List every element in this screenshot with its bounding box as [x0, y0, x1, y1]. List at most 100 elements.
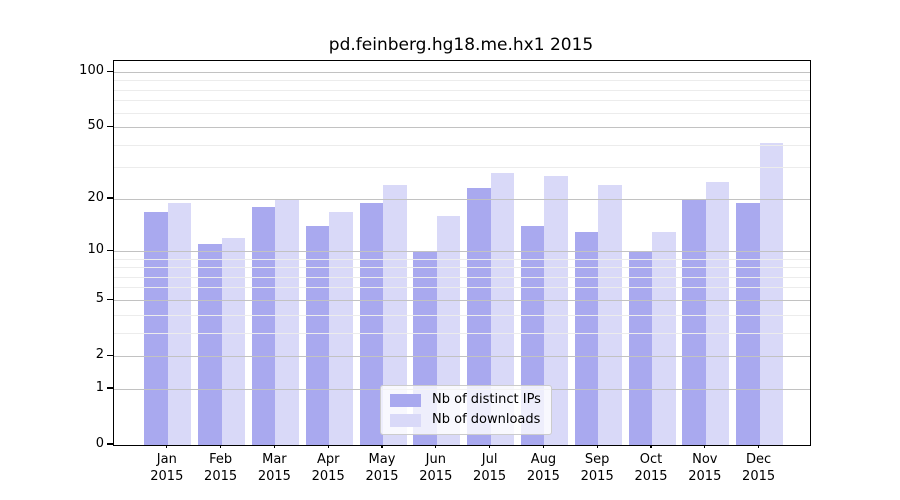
year-label: 2015: [150, 469, 184, 484]
x-axis-tick-label: Feb 2015: [189, 451, 253, 485]
y-axis-tick-label: 5: [95, 291, 104, 307]
x-axis-tick-mark: [650, 444, 652, 448]
bar-nb-of-distinct-ips: [574, 231, 599, 445]
month-label: Apr: [316, 452, 340, 467]
gridline-minor: [114, 287, 810, 289]
bar-nb-of-distinct-ips: [736, 203, 760, 445]
year-label: 2015: [257, 469, 291, 484]
month-label: Jan: [156, 452, 177, 467]
month-label: Dec: [746, 452, 772, 467]
x-axis-tick-mark: [381, 444, 383, 448]
month-label: Aug: [530, 452, 557, 467]
x-axis-tick-label: Sep 2015: [565, 451, 629, 485]
x-axis-tick-label: Dec 2015: [727, 451, 791, 485]
gridline-major: [114, 299, 810, 301]
y-axis-tick-mark: [107, 125, 113, 128]
legend-swatch-downloads: [390, 413, 421, 427]
month-label: May: [368, 452, 396, 467]
legend-row: Nb of downloads: [390, 412, 541, 428]
y-axis-tick-mark: [107, 249, 113, 251]
bar-nb-of-distinct-ips: [305, 226, 330, 445]
bar-nb-of-distinct-ips: [628, 251, 652, 445]
y-axis-tick-mark: [107, 354, 113, 356]
year-label: 2015: [688, 469, 722, 484]
gridline-minor: [114, 100, 810, 102]
month-label: Jul: [481, 452, 498, 467]
year-label: 2015: [473, 469, 507, 484]
x-axis-tick-mark: [435, 444, 437, 448]
y-axis-tick-label: 0: [95, 436, 104, 451]
legend-row: Nb of distinct IPs: [390, 392, 541, 408]
x-axis-tick-label: Apr 2015: [296, 451, 360, 485]
y-axis-tick-mark: [107, 70, 113, 72]
y-axis-tick-mark: [107, 298, 113, 300]
year-label: 2015: [311, 469, 345, 484]
y-axis-tick-mark: [107, 443, 113, 445]
gridline-minor: [114, 80, 810, 82]
gridline-major: [114, 126, 810, 128]
gridline-minor: [114, 276, 810, 278]
x-axis-tick-mark: [488, 444, 491, 448]
year-label: 2015: [526, 469, 560, 484]
bar-nb-of-distinct-ips: [682, 199, 706, 445]
gridline-minor: [114, 89, 810, 91]
legend-swatch-distinct-ips: [390, 393, 421, 407]
x-axis-tick-mark: [273, 444, 276, 448]
bar-nb-of-downloads: [490, 173, 515, 445]
x-axis-tick-mark: [704, 444, 706, 448]
x-axis-tick-mark: [327, 444, 329, 448]
y-axis-tick-label: 100: [79, 63, 104, 79]
y-axis-tick-label: 2: [95, 347, 104, 363]
bar-nb-of-downloads: [759, 143, 784, 445]
month-label: Nov: [692, 452, 718, 467]
legend-label: Nb of distinct IPs: [432, 392, 541, 407]
month-label: Feb: [209, 452, 233, 467]
legend: Nb of distinct IPs Nb of downloads: [380, 385, 552, 435]
bar-nb-of-downloads: [705, 181, 730, 445]
bar-nb-of-distinct-ips: [144, 211, 168, 445]
y-axis-tick-label: 10: [87, 242, 104, 258]
gridline-minor: [114, 267, 810, 269]
gridline-major: [114, 71, 810, 73]
x-axis-tick-label: Oct 2015: [619, 451, 683, 485]
x-axis-tick-label: Jan 2015: [135, 451, 199, 485]
gridline-major: [114, 355, 810, 357]
y-axis-tick-mark: [107, 197, 113, 199]
y-axis-tick-label: 20: [87, 190, 104, 206]
x-axis-tick-label: Aug 2015: [511, 451, 575, 485]
y-axis-tick-label: 50: [87, 118, 104, 134]
bar-nb-of-distinct-ips: [198, 244, 222, 445]
x-axis-tick-mark: [219, 444, 222, 448]
bar-nb-of-downloads: [275, 199, 299, 445]
x-axis-tick-label: Mar 2015: [242, 451, 306, 485]
bar-nb-of-distinct-ips: [467, 188, 491, 445]
bar-nb-of-downloads: [544, 175, 568, 445]
plot-area: Nb of distinct IPs Nb of downloads: [113, 60, 811, 446]
month-label: Mar: [262, 452, 287, 467]
year-label: 2015: [365, 469, 399, 484]
bar-nb-of-distinct-ips: [251, 207, 276, 445]
y-axis-tick-mark: [107, 387, 113, 389]
y-axis-tick-label: 1: [95, 380, 104, 396]
gridline-minor: [114, 144, 810, 146]
gridline-minor: [114, 167, 810, 169]
year-label: 2015: [580, 469, 614, 484]
x-axis-tick-mark: [596, 444, 598, 448]
year-label: 2015: [742, 469, 776, 484]
gridline-minor: [114, 332, 810, 334]
month-label: Oct: [639, 452, 663, 467]
bar-nb-of-downloads: [652, 231, 676, 445]
x-axis-tick-label: May 2015: [350, 451, 414, 485]
x-axis-tick-label: Jul 2015: [458, 451, 522, 485]
bar-nb-of-downloads: [221, 237, 246, 445]
gridline-minor: [114, 258, 810, 260]
bar-nb-of-distinct-ips: [359, 203, 383, 445]
year-label: 2015: [419, 469, 453, 484]
month-label: Jun: [425, 452, 446, 467]
gridline-major: [114, 250, 810, 252]
x-axis-tick-mark: [166, 444, 168, 448]
x-axis-tick-label: Nov 2015: [673, 451, 737, 485]
gridline-minor: [114, 314, 810, 316]
legend-label: Nb of downloads: [432, 412, 541, 427]
